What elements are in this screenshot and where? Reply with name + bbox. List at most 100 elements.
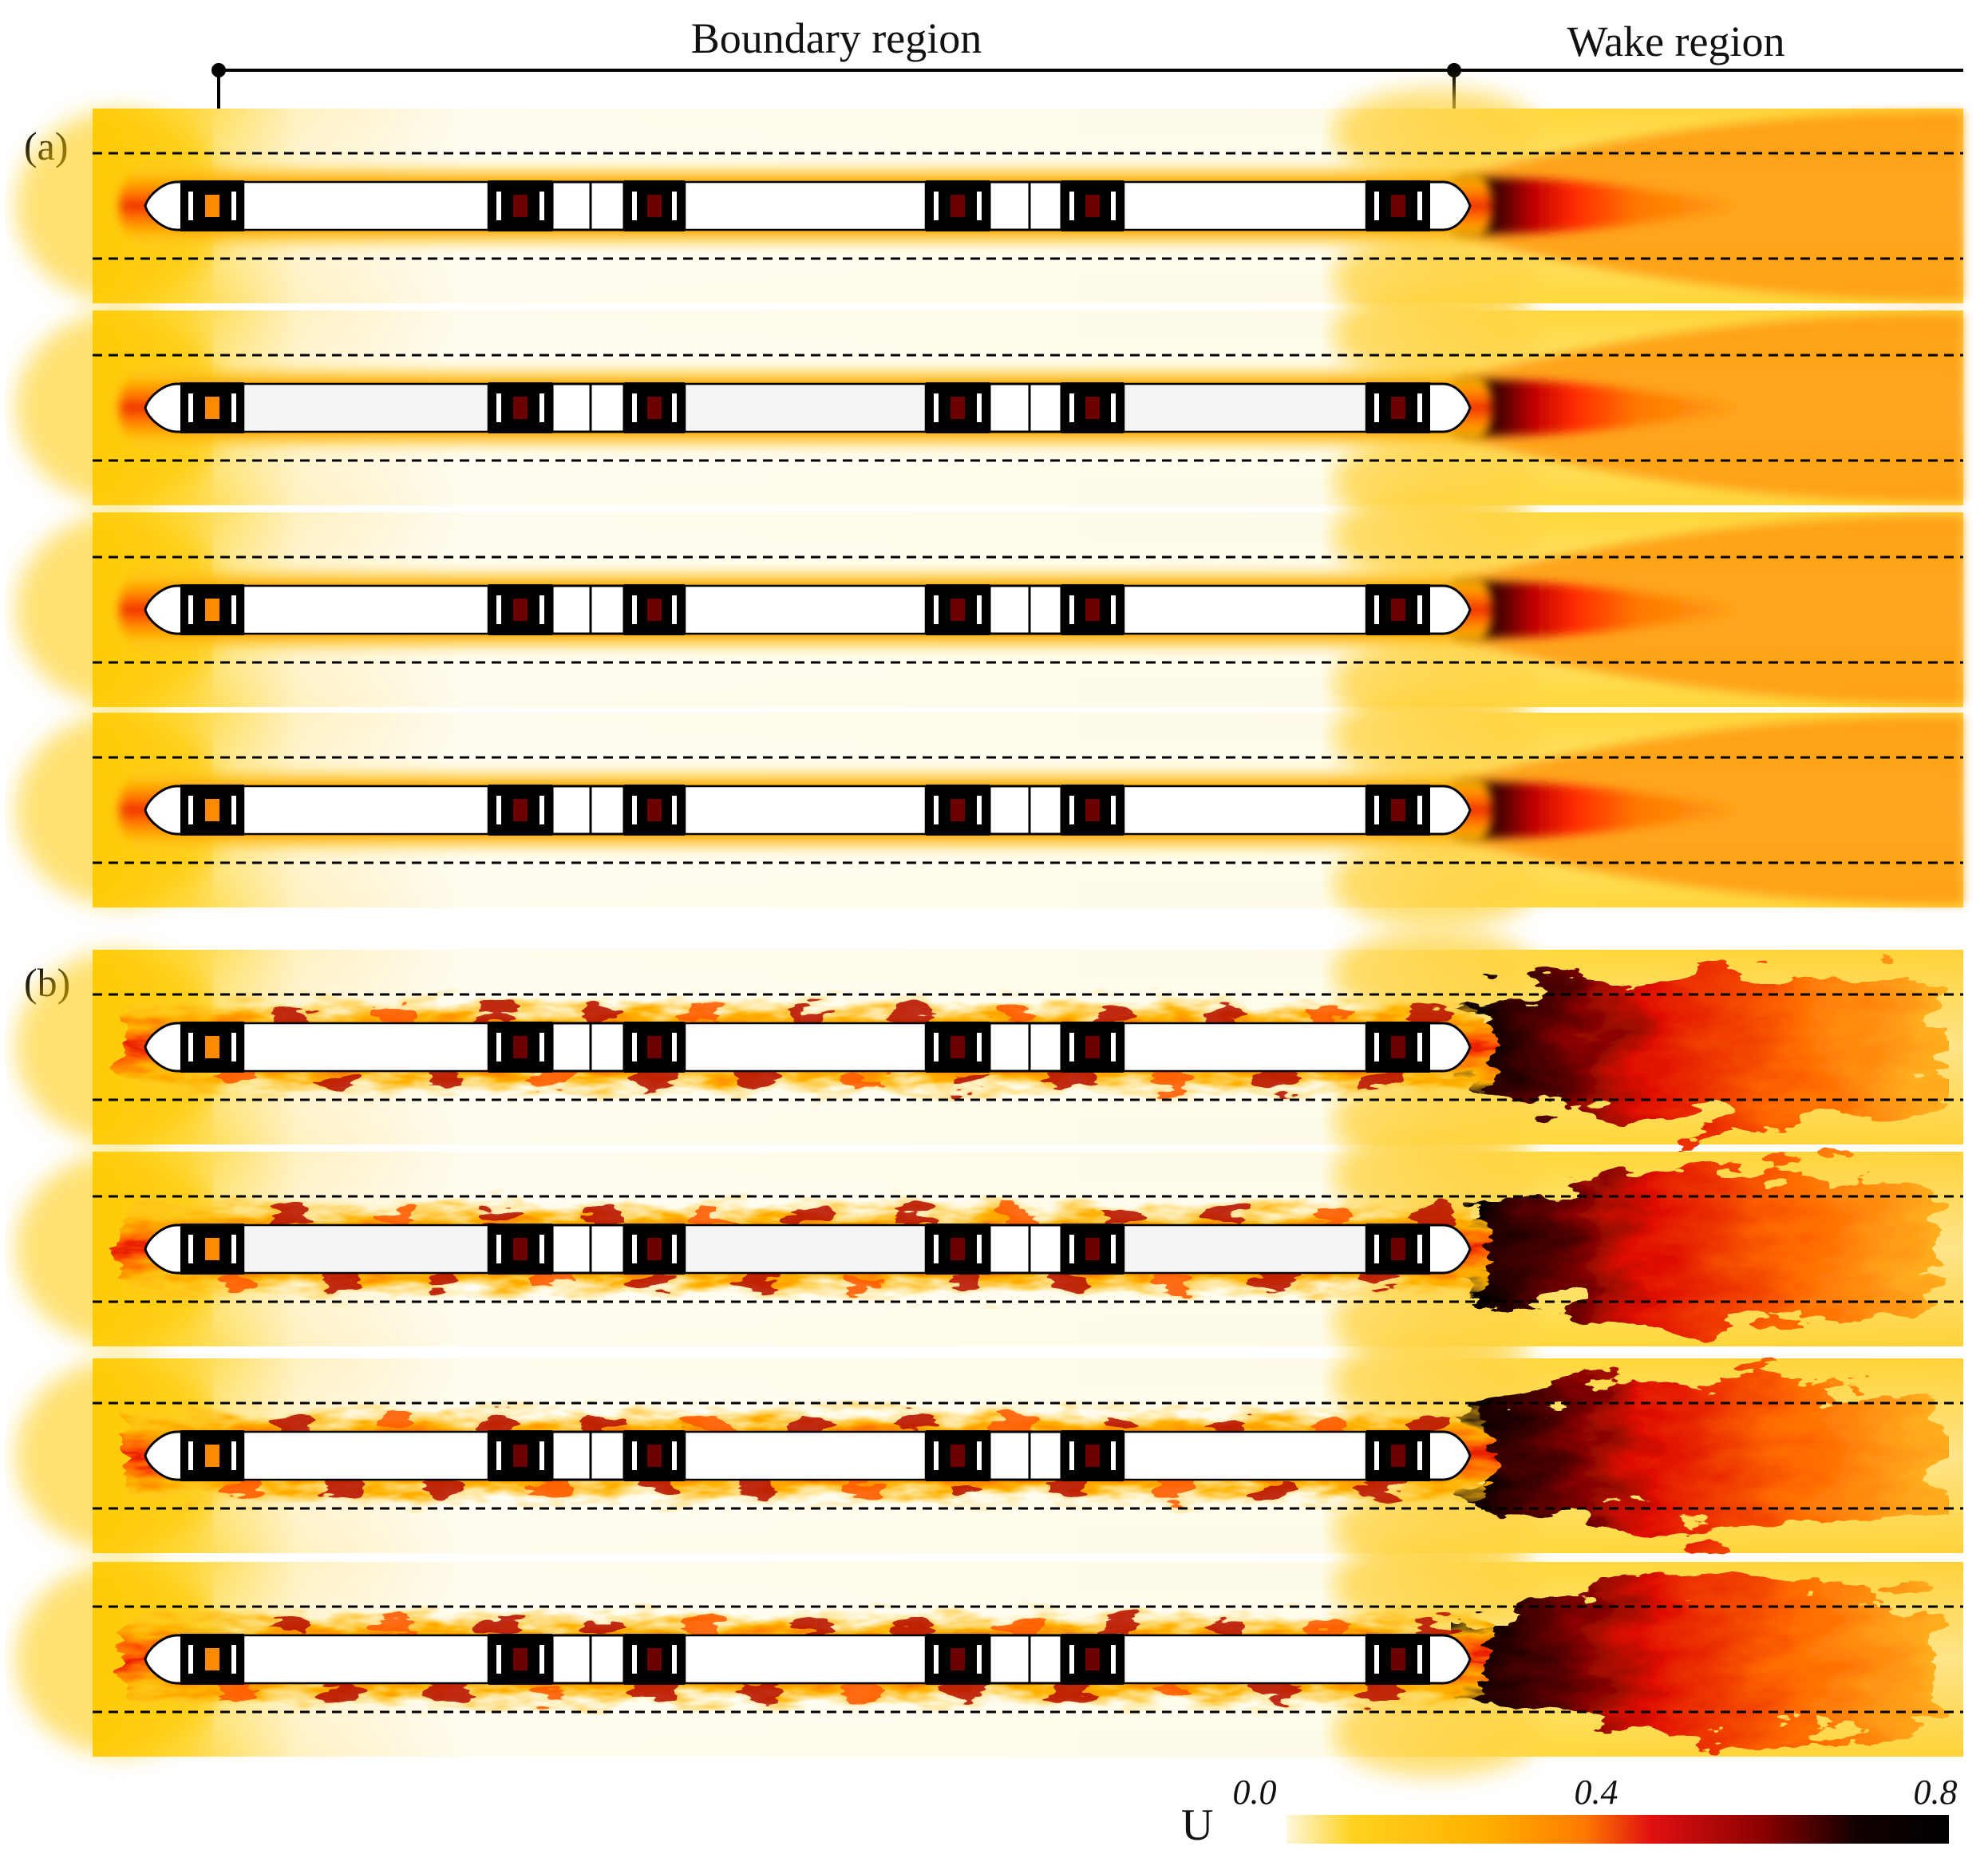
train-body [144,785,1472,836]
boundary-eddy [1101,1414,1142,1433]
car-gap [1028,382,1063,433]
boundary-eddy [322,1478,364,1497]
bogie-cavity [1391,1238,1405,1260]
boundary-eddy [1360,1271,1401,1291]
bogie-wheel [632,192,637,220]
car-gap [988,1634,1031,1685]
car-gap [589,382,626,433]
boundary-eddy [1308,1618,1350,1637]
bogie-wheel [539,595,544,624]
boundary-eddy [271,1208,312,1227]
bogie-cavity [513,799,528,821]
bogie-wheel [672,1033,677,1061]
boundary-eddy [374,1618,416,1637]
bogie-wheel [1069,1441,1074,1470]
boundary-eddy [1204,1618,1246,1637]
boundary-eddy [893,1006,935,1025]
bogie-wheel [1069,393,1074,422]
boundary-eddy [1412,1006,1453,1025]
boundary-eddy [1360,1682,1401,1701]
boundary-eddy [1101,1006,1142,1025]
train-car [683,1634,927,1685]
bogie-wheel [934,796,939,824]
bogie-cavity [1085,397,1100,419]
colorbar: U 0.0 0.4 0.8 [1181,1773,1958,1850]
car-gap [551,1634,592,1685]
train-car [242,584,490,635]
train-body [144,382,1472,433]
train-tail [1427,180,1472,231]
boundary-eddy [789,1414,831,1433]
boundary-eddy [686,1006,727,1025]
boundary-eddy [1308,1414,1350,1433]
boundary-eddy [322,1069,364,1089]
colorbar-title: U [1181,1801,1213,1850]
bogie-cavity [1085,1648,1100,1670]
train-nose [144,785,193,836]
bogie-cavity [1391,397,1405,419]
bogie-cavity [205,799,219,821]
bogie-wheel [539,192,544,220]
bogie-wheel [539,1645,544,1674]
car-gap [1028,180,1063,231]
bogie-wheel [1417,1645,1422,1674]
car-gap [988,382,1031,433]
train-body [144,180,1472,231]
bogie-wheel [977,192,982,220]
boundary-eddy [1204,1006,1246,1025]
boundary-eddy [426,1478,468,1497]
bogie-cavity [647,195,662,217]
train-car [242,1634,490,1685]
boundary-eddy [893,1208,935,1227]
bogie-wheel [231,1235,236,1263]
bogie-wheel [1069,1645,1074,1674]
train-car [1122,1430,1368,1481]
boundary-eddy [530,1271,571,1291]
bogie-cavity [513,397,528,419]
bogie-cavity [205,195,219,217]
car-gap [1028,1224,1063,1275]
wake-turbulent-core [1460,1171,1939,1327]
car-gap [1028,785,1063,836]
turbulent-wake [1460,969,1939,1125]
car-gap [589,1430,626,1481]
instantaneous-strip-4 [16,1542,1963,1777]
bogie-cavity [205,1445,219,1467]
car-gap [589,1224,626,1275]
boundary-eddy [374,1006,416,1025]
bogie-wheel [496,1441,501,1470]
train-car [1122,584,1368,635]
bogie-wheel [934,1441,939,1470]
train-tail [1427,785,1472,836]
bogie-wheel [934,1235,939,1263]
wake-turbulent-core [1460,1581,1939,1737]
boundary-eddy [945,1069,986,1089]
train-car [242,382,490,433]
bogie-cavity [513,1036,528,1058]
boundary-eddy [478,1414,520,1433]
boundary-eddy [634,1682,675,1701]
boundary-eddy [1152,1069,1194,1089]
boundary-eddy [1152,1271,1194,1291]
train-tail [1427,1430,1472,1481]
boundary-eddy [841,1478,883,1497]
train-car [242,785,490,836]
train-car [242,1224,490,1275]
bogie-wheel [188,1235,193,1263]
train-car [1122,382,1368,433]
train-tail [1427,1634,1472,1685]
bogie-wheel [496,192,501,220]
bogie-cavity [205,599,219,621]
bogie-wheel [1374,1235,1379,1263]
bogie-wheel [1374,393,1379,422]
train-car [683,180,927,231]
wake-core [1452,581,1740,638]
bogie-wheel [672,796,677,824]
boundary-eddy [841,1271,883,1291]
bogie-wheel [496,1645,501,1674]
instantaneous-strip-3 [16,1338,1963,1573]
bogie-cavity [647,1648,662,1670]
boundary-eddy [997,1414,1038,1433]
train-tail [1427,1224,1472,1275]
boundary-eddy [997,1006,1038,1025]
